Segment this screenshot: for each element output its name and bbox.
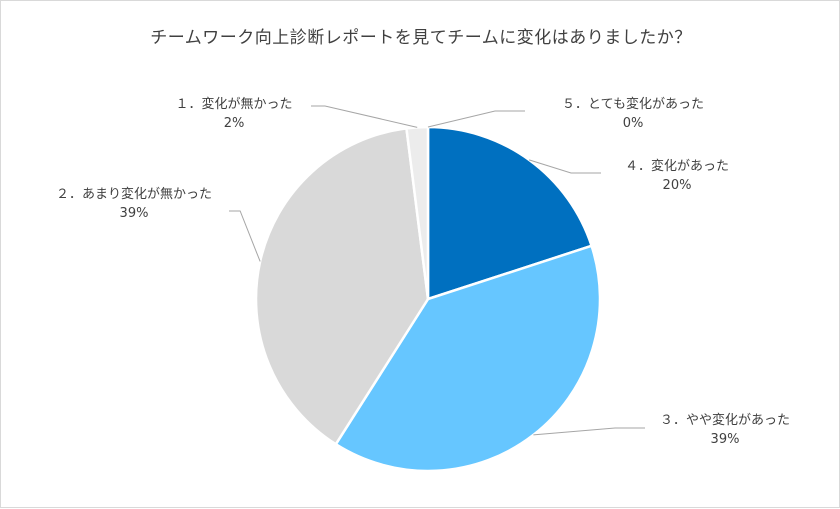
slice-label: ３．やや変化があった bbox=[659, 413, 790, 428]
slice-percent: 2% bbox=[223, 116, 245, 131]
leader-lines bbox=[229, 105, 645, 436]
leader-line-4 bbox=[311, 105, 418, 128]
data-label-slice-1: １．変化が無かった 2% bbox=[149, 95, 319, 133]
chart-title: チームワーク向上診断レポートを見てチームに変化はありましたか？ bbox=[150, 28, 692, 48]
data-label-slice-5: ５．とても変化があった 0% bbox=[533, 95, 733, 133]
leader-line-3 bbox=[229, 210, 261, 262]
leader-line-2 bbox=[533, 427, 645, 436]
pie-slice-2 bbox=[334, 244, 602, 473]
leader-line-5 bbox=[427, 110, 525, 128]
slice-label: ５．とても変化があった bbox=[562, 97, 704, 112]
pie-slices bbox=[254, 125, 602, 473]
data-label-slice-4: ４．変化があった 20% bbox=[597, 157, 757, 195]
slice-label: ２．あまり変化が無かった bbox=[55, 187, 212, 202]
pie-slice-4 bbox=[405, 125, 430, 301]
leader-line-1 bbox=[528, 159, 601, 174]
data-label-slice-3: ３．やや変化があった 39% bbox=[635, 411, 815, 449]
slice-percent: 20% bbox=[662, 178, 692, 193]
slice-label: ４．変化があった bbox=[624, 159, 729, 174]
slice-percent: 0% bbox=[622, 116, 644, 131]
pie-slice-3 bbox=[254, 127, 430, 446]
slice-label: １．変化が無かった bbox=[175, 97, 293, 112]
data-label-slice-2: ２．あまり変化が無かった 39% bbox=[29, 185, 239, 223]
slice-percent: 39% bbox=[710, 432, 740, 447]
slice-percent: 39% bbox=[119, 206, 149, 221]
